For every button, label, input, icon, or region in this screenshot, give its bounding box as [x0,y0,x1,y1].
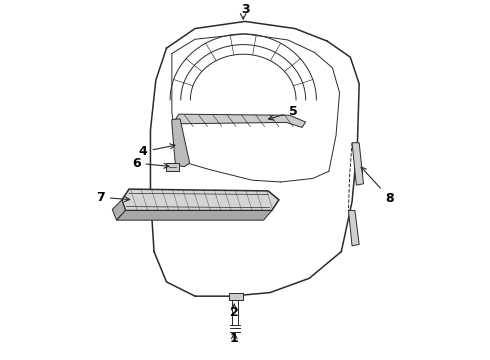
Polygon shape [352,143,364,185]
Text: 4: 4 [139,144,175,158]
Text: 1: 1 [230,333,239,346]
Text: 3: 3 [241,3,249,16]
Text: 2: 2 [230,306,239,319]
Polygon shape [117,211,272,220]
Text: 5: 5 [269,105,297,120]
Text: 6: 6 [132,157,169,170]
Polygon shape [122,189,279,211]
Text: 8: 8 [361,167,394,204]
Polygon shape [175,114,306,127]
Polygon shape [172,119,190,167]
Polygon shape [348,211,359,246]
Polygon shape [112,200,125,220]
Bar [167,163,179,171]
Text: 7: 7 [96,191,130,204]
Bar [229,293,243,301]
